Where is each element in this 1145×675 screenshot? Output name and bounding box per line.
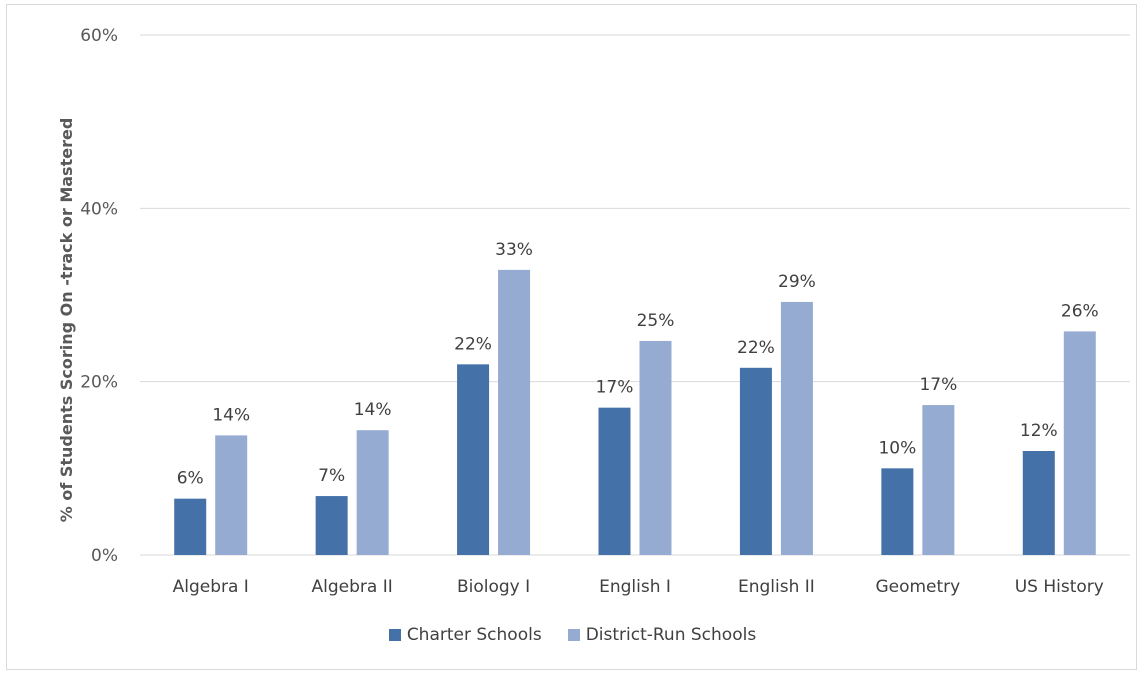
data-label: 17% bbox=[596, 378, 634, 398]
legend-item: District-Run Schools bbox=[567, 625, 757, 645]
legend-label: District-Run Schools bbox=[585, 625, 757, 645]
bar bbox=[1022, 451, 1055, 555]
bar bbox=[457, 364, 490, 555]
legend-swatch bbox=[388, 629, 401, 641]
bar bbox=[881, 468, 914, 555]
data-label: 14% bbox=[212, 405, 250, 425]
bar bbox=[315, 496, 348, 555]
data-label: 17% bbox=[919, 375, 957, 395]
bar bbox=[739, 367, 772, 555]
bar bbox=[174, 498, 207, 555]
data-label: 25% bbox=[637, 311, 675, 331]
bar bbox=[639, 340, 672, 555]
bar bbox=[1063, 331, 1096, 555]
data-label: 22% bbox=[454, 334, 492, 354]
chart-frame bbox=[6, 4, 1137, 670]
data-label: 7% bbox=[318, 466, 345, 486]
x-category-label: Biology I bbox=[457, 577, 530, 597]
data-label: 10% bbox=[878, 438, 916, 458]
legend-swatch bbox=[567, 629, 580, 641]
bar bbox=[780, 301, 813, 555]
data-label: 33% bbox=[495, 240, 533, 260]
y-tick-label: 20% bbox=[80, 373, 118, 393]
x-category-label: US History bbox=[1015, 577, 1104, 597]
bar bbox=[215, 435, 248, 555]
bar bbox=[598, 407, 631, 555]
x-category-label: English I bbox=[599, 577, 671, 597]
x-category-label: Algebra II bbox=[312, 577, 393, 597]
bar bbox=[356, 430, 389, 555]
data-label: 26% bbox=[1061, 301, 1099, 321]
y-tick-label: 40% bbox=[80, 199, 118, 219]
y-tick-label: 60% bbox=[80, 26, 118, 46]
bar bbox=[922, 405, 955, 555]
data-label: 6% bbox=[177, 469, 204, 489]
x-category-label: Geometry bbox=[875, 577, 960, 597]
x-category-label: Algebra I bbox=[173, 577, 249, 597]
y-axis-label: % of Students Scoring On -track or Maste… bbox=[57, 118, 76, 523]
y-tick-label: 0% bbox=[91, 546, 118, 566]
legend: Charter Schools District-Run Schools bbox=[0, 625, 1145, 645]
legend-item: Charter Schools bbox=[388, 625, 542, 645]
data-label: 29% bbox=[778, 272, 816, 292]
legend-label: Charter Schools bbox=[406, 625, 542, 645]
data-label: 14% bbox=[354, 400, 392, 420]
x-category-label: English II bbox=[738, 577, 815, 597]
data-label: 12% bbox=[1020, 421, 1058, 441]
data-label: 22% bbox=[737, 338, 775, 358]
bar bbox=[498, 269, 531, 555]
